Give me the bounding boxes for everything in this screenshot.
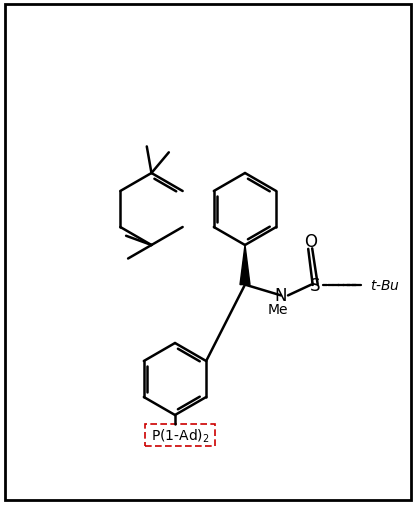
Text: N: N <box>275 287 287 305</box>
Text: O: O <box>304 232 317 250</box>
Text: S: S <box>310 276 320 294</box>
Text: P(1-Ad)$_2$: P(1-Ad)$_2$ <box>151 426 209 444</box>
Text: Me: Me <box>268 303 288 317</box>
Bar <box>145 424 215 446</box>
Text: $t$-Bu: $t$-Bu <box>370 278 400 292</box>
Polygon shape <box>240 245 250 285</box>
